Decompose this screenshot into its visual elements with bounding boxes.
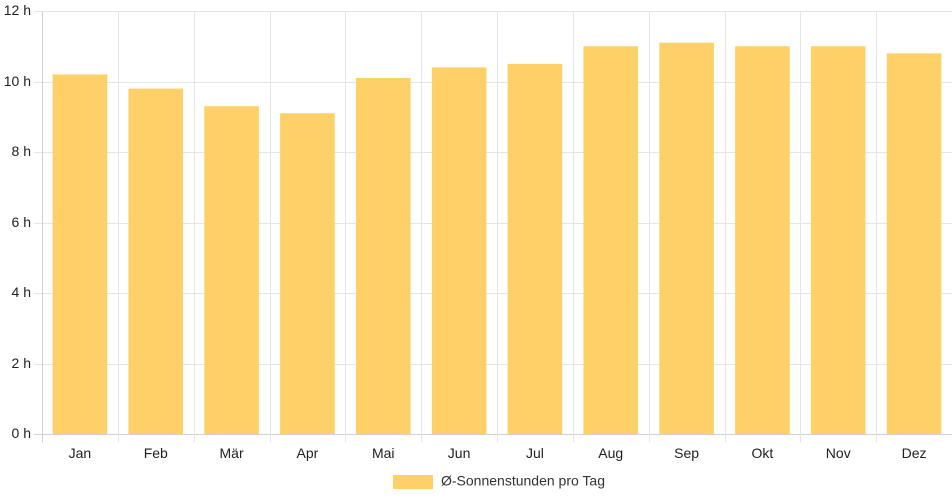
x-tick-label: Sep	[674, 445, 699, 461]
y-tick-label: 10 h	[4, 73, 31, 89]
bar[interactable]	[886, 53, 942, 435]
bar[interactable]	[735, 46, 790, 434]
bar[interactable]	[431, 67, 487, 435]
x-tick-label: Jan	[69, 445, 92, 461]
bar[interactable]	[128, 88, 184, 435]
y-tick-label: 2 h	[12, 355, 31, 371]
bar[interactable]	[204, 106, 259, 435]
y-tick-label: 4 h	[12, 284, 31, 300]
y-tick-label: 8 h	[12, 143, 31, 159]
legend-swatch[interactable]	[393, 475, 434, 489]
x-tick-label: Jun	[448, 445, 471, 461]
legend-label[interactable]: Ø-Sonnenstunden pro Tag	[441, 473, 605, 489]
x-tick-label: Feb	[144, 445, 168, 461]
bar[interactable]	[810, 46, 866, 434]
x-tick-label: Dez	[902, 445, 927, 461]
bar[interactable]	[507, 63, 563, 434]
x-tick-label: Mai	[372, 445, 395, 461]
x-tick-label: Jul	[526, 445, 544, 461]
bars	[52, 42, 942, 435]
bar[interactable]	[52, 74, 108, 434]
x-tick-label: Aug	[598, 445, 623, 461]
y-tick-label: 6 h	[12, 214, 31, 230]
bar[interactable]	[583, 46, 639, 434]
y-axis-ticks: 0 h 2 h 4 h 6 h 8 h 10 h 12 h	[4, 2, 31, 441]
x-tick-label: Nov	[826, 445, 851, 461]
bar[interactable]	[355, 77, 411, 434]
x-axis-ticks: Jan Feb Mär Apr Mai Jun Jul Aug Sep Okt Nov Dez	[69, 445, 927, 461]
x-tick-label: Mär	[220, 445, 244, 461]
grid	[34, 11, 952, 442]
x-tick-label: Okt	[752, 445, 774, 461]
x-tick-label: Apr	[297, 445, 319, 461]
legend[interactable]: Ø-Sonnenstunden pro Tag	[393, 473, 605, 489]
bar[interactable]	[659, 42, 714, 434]
bar[interactable]	[280, 113, 335, 434]
y-tick-label: 0 h	[12, 425, 31, 441]
y-tick-label: 12 h	[4, 2, 31, 18]
